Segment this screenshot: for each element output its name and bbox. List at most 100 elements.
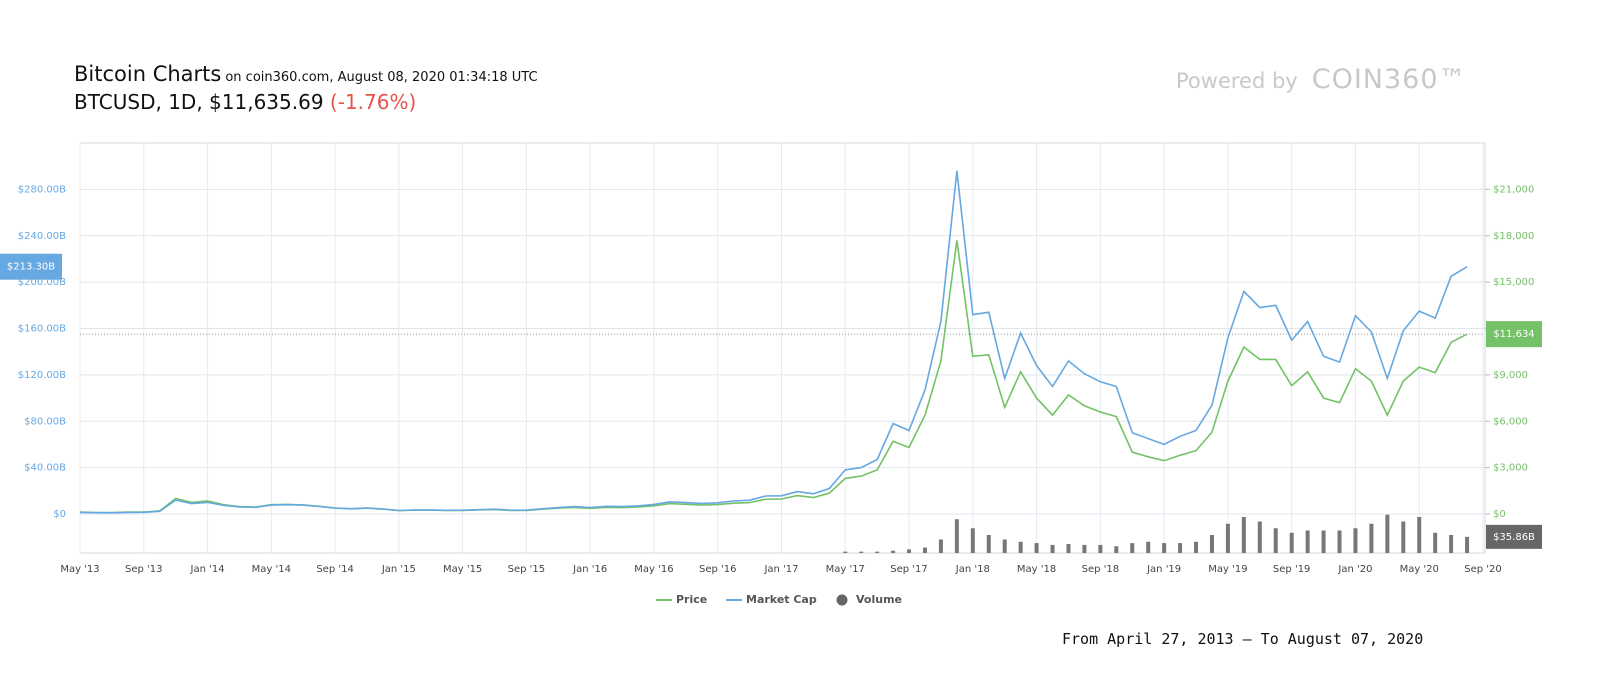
y2-tick-label: $15,000 (1493, 277, 1534, 288)
y2-tick-label: $3,000 (1493, 463, 1528, 474)
current-price-box (1486, 321, 1542, 348)
volume-bar (986, 535, 991, 553)
current-price-label: $11,634 (1493, 329, 1534, 340)
legend-label: Market Cap (746, 593, 817, 606)
x-tick-label: Jan '15 (381, 564, 416, 575)
volume-bar (1257, 521, 1262, 553)
x-tick-label: Jan '18 (955, 564, 990, 575)
y-tick-label: $40.00B (24, 463, 66, 474)
price: $11,635.69 (209, 90, 324, 114)
x-tick-label: May '18 (1017, 564, 1056, 575)
interval: 1D (168, 90, 202, 114)
current-marketcap-box (0, 253, 62, 280)
x-tick-label: Jan '16 (572, 564, 607, 575)
x-tick-label: Sep '13 (125, 564, 163, 575)
volume-bar (954, 519, 959, 553)
watermark-brand: COIN360™ (1311, 64, 1467, 95)
volume-bar (1433, 532, 1438, 553)
x-tick-label: May '19 (1208, 564, 1247, 575)
volume-bar (1337, 530, 1342, 553)
volume-bar (1225, 523, 1230, 553)
y-tick-label: $120.00B (18, 370, 66, 381)
y2-tick-label: $18,000 (1493, 231, 1534, 242)
y-tick-label: $240.00B (18, 231, 66, 242)
volume-bar (907, 549, 912, 553)
x-tick-label: Sep '17 (890, 564, 928, 575)
x-tick-label: May '17 (826, 564, 865, 575)
volume-bar (922, 547, 927, 553)
volume-bar (970, 528, 975, 553)
volume-bar (1449, 535, 1454, 553)
volume-bar (1417, 517, 1422, 553)
legend-label: Price (676, 593, 707, 606)
y2-tick-label: $0 (1493, 509, 1506, 520)
volume-bar (1353, 528, 1358, 553)
volume-bar (843, 551, 848, 553)
x-tick-label: Jan '19 (1146, 564, 1181, 575)
volume-bar (1034, 543, 1039, 553)
volume-bar (1465, 536, 1470, 553)
volume-bar (1209, 535, 1214, 553)
volume-bar (891, 550, 896, 553)
volume-bar (1385, 514, 1390, 553)
volume-bar (1050, 544, 1055, 553)
volume-bar (1401, 521, 1406, 553)
current-volume-box (1486, 524, 1542, 549)
volume-bar (1114, 546, 1119, 553)
title: Bitcoin Charts (74, 62, 222, 86)
x-tick-label: Sep '18 (1082, 564, 1120, 575)
x-tick-label: Sep '15 (508, 564, 546, 575)
series-line (79, 170, 1468, 514)
y-tick-label: $80.00B (24, 416, 66, 427)
volume-bar (1194, 541, 1199, 553)
volume-bar (1305, 530, 1310, 553)
x-tick-label: Jan '20 (1337, 564, 1372, 575)
y-tick-label: $160.00B (18, 324, 66, 335)
x-tick-label: Sep '14 (316, 564, 354, 575)
volume-bar (1146, 541, 1151, 553)
volume-bar (1178, 543, 1183, 553)
volume-bar (1289, 532, 1294, 553)
y-tick-label: $200.00B (18, 277, 66, 288)
volume-bar (1018, 541, 1023, 553)
watermark: Powered by COIN360™ (1176, 64, 1467, 95)
footer: From April 27, 2013 – To August 07, 2020 (1062, 630, 1424, 648)
x-tick-label: May '20 (1400, 564, 1439, 575)
volume-bar (875, 551, 880, 553)
volume-bar (859, 551, 864, 553)
x-tick-label: Sep '16 (699, 564, 737, 575)
y2-tick-label: $6,000 (1493, 416, 1528, 427)
volume-bar (1130, 543, 1135, 553)
x-tick-label: May '13 (60, 564, 99, 575)
y2-tick-label: $9,000 (1493, 370, 1528, 381)
header: Bitcoin Charts on coin360.com, August 08,… (74, 62, 538, 114)
volume-bar (1241, 517, 1246, 553)
y2-tick-label: $21,000 (1493, 184, 1534, 195)
volume-bar (1066, 544, 1071, 553)
volume-bar (1162, 543, 1167, 553)
x-tick-label: Jan '14 (190, 564, 225, 575)
plot-frame (79, 142, 1486, 554)
current-marketcap-label: $213.30B (7, 262, 55, 273)
legend-label: Volume (856, 593, 902, 606)
x-tick-label: May '16 (634, 564, 673, 575)
source: on coin360.com, August 08, 2020 01:34:18… (225, 70, 538, 85)
volume-bar (1321, 530, 1326, 553)
volume-bar (1369, 523, 1374, 553)
volume-bar (1098, 544, 1103, 553)
x-tick-label: Sep '19 (1273, 564, 1311, 575)
volume-bar (938, 539, 943, 553)
volume-bar (1082, 544, 1087, 553)
y-tick-label: $280.00B (18, 184, 66, 195)
current-volume-label: $35.86B (1493, 532, 1535, 543)
volume-bar (1273, 528, 1278, 553)
x-tick-label: Jan '17 (763, 564, 798, 575)
x-tick-label: May '15 (443, 564, 482, 575)
series-line (79, 240, 1468, 514)
x-tick-label: May '14 (252, 564, 291, 575)
legend-swatch (836, 594, 848, 606)
x-tick-label: Sep '20 (1464, 564, 1502, 575)
watermark-prefix: Powered by (1176, 69, 1298, 93)
